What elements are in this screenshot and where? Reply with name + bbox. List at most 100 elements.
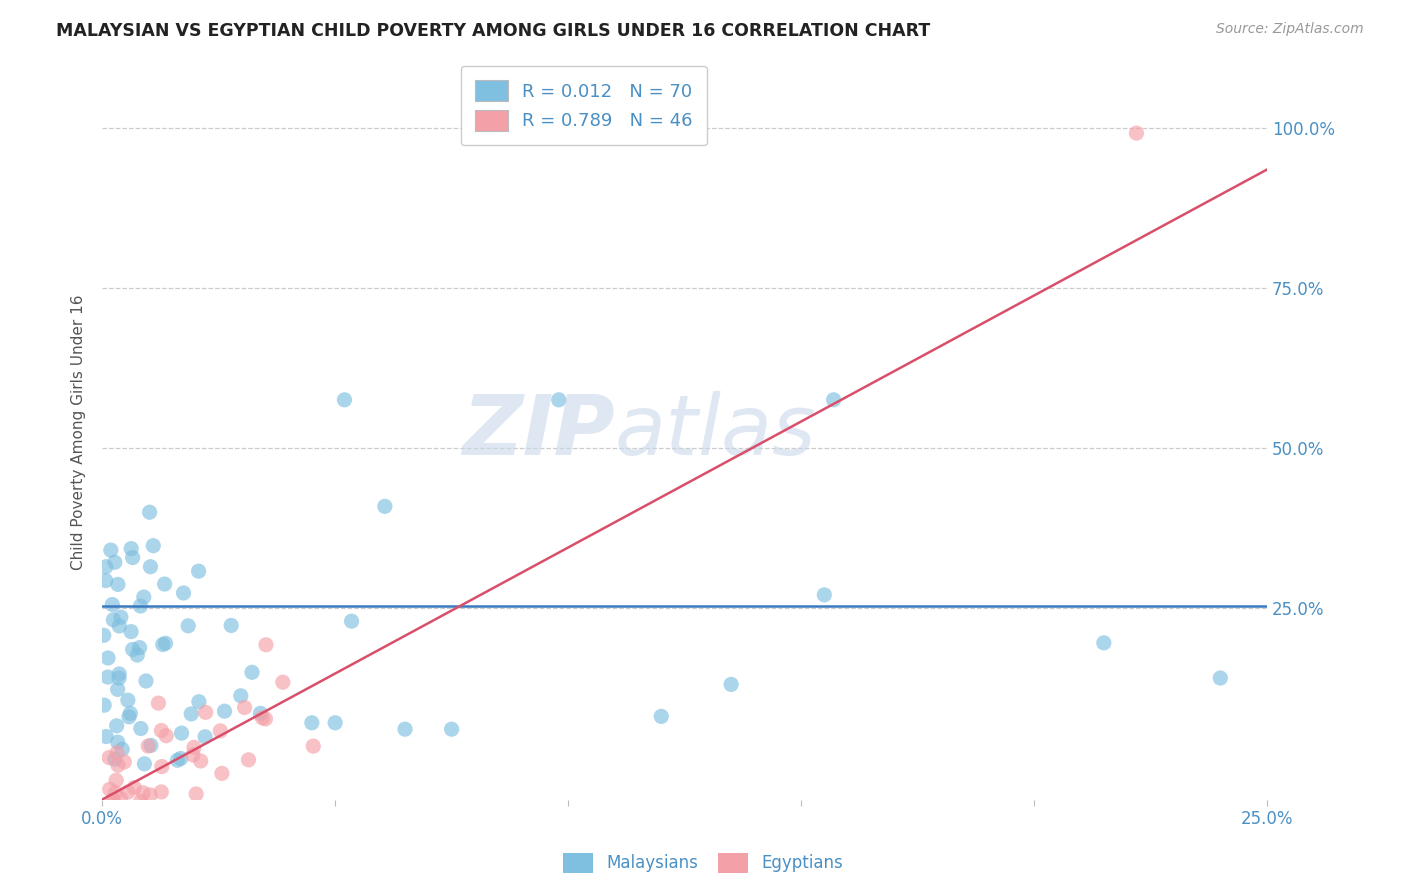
Point (108, 812, 131, 826)
Point (132, 590, 155, 604)
Point (323, 715, 346, 730)
Point (129, 794, 152, 808)
Point (150, 723, 173, 738)
Point (153, 577, 176, 591)
Point (190, 754, 212, 768)
Point (166, 753, 188, 767)
Point (720, 677, 742, 691)
Point (117, 785, 139, 799)
Point (249, 706, 271, 721)
Point (139, 788, 162, 802)
Point (173, 586, 195, 600)
Point (97, 651, 120, 665)
Point (98, 782, 121, 797)
Point (107, 758, 129, 772)
Point (118, 710, 141, 724)
Point (194, 706, 217, 720)
Point (271, 675, 294, 690)
Text: atlas: atlas (614, 392, 817, 472)
Point (104, 752, 127, 766)
Legend: R = 0.012   N = 70, R = 0.789   N = 46: R = 0.012 N = 70, R = 0.789 N = 46 (461, 66, 707, 145)
Point (214, 704, 236, 718)
Point (93, 698, 115, 713)
Point (108, 671, 131, 685)
Point (105, 773, 128, 788)
Point (139, 559, 162, 574)
Point (111, 742, 134, 756)
Point (238, 753, 260, 767)
Point (302, 739, 325, 753)
Point (110, 791, 132, 805)
Point (100, 543, 122, 558)
Point (98, 750, 121, 764)
Point (121, 642, 143, 657)
Point (134, 756, 156, 771)
Text: MALAYSIAN VS EGYPTIAN CHILD POVERTY AMONG GIRLS UNDER 16 CORRELATION CHART: MALAYSIAN VS EGYPTIAN CHILD POVERTY AMON… (56, 22, 931, 40)
Point (129, 599, 152, 613)
Point (107, 812, 129, 826)
Point (93, 628, 115, 642)
Point (183, 740, 205, 755)
Point (254, 712, 277, 726)
Point (169, 751, 191, 765)
Point (134, 801, 156, 815)
Point (142, 539, 165, 553)
Point (177, 619, 200, 633)
Point (108, 619, 131, 633)
Point (127, 648, 149, 662)
Point (120, 706, 142, 721)
Point (112, 755, 135, 769)
Point (1125, 126, 1147, 140)
Point (187, 564, 209, 578)
Point (105, 746, 128, 760)
Point (138, 505, 160, 519)
Point (120, 624, 142, 639)
Point (155, 636, 177, 650)
Point (150, 785, 173, 799)
Point (97, 670, 120, 684)
Point (105, 719, 128, 733)
Point (813, 588, 835, 602)
Point (211, 766, 233, 780)
Point (108, 812, 131, 826)
Point (107, 735, 129, 749)
Point (1092, 636, 1115, 650)
Point (136, 739, 159, 753)
Point (94, 559, 117, 574)
Point (180, 706, 202, 721)
Point (110, 610, 132, 624)
Point (108, 667, 131, 681)
Point (333, 392, 356, 407)
Point (252, 711, 274, 725)
Point (340, 614, 363, 628)
Point (128, 808, 150, 822)
Point (104, 786, 127, 800)
Point (823, 392, 845, 407)
Point (96, 730, 118, 744)
Point (374, 500, 396, 514)
Point (103, 613, 125, 627)
Point (212, 811, 235, 825)
Point (107, 577, 129, 591)
Point (240, 665, 263, 680)
Point (1209, 671, 1232, 685)
Point (117, 693, 139, 707)
Point (150, 759, 173, 773)
Point (181, 747, 204, 762)
Point (194, 730, 217, 744)
Point (122, 780, 145, 795)
Point (128, 640, 150, 655)
Point (155, 729, 177, 743)
Point (187, 695, 209, 709)
Point (135, 673, 157, 688)
Point (94, 801, 117, 815)
Point (132, 786, 155, 800)
Point (111, 812, 134, 826)
Point (104, 555, 127, 569)
Text: Source: ZipAtlas.com: Source: ZipAtlas.com (1216, 22, 1364, 37)
Point (209, 723, 232, 738)
Y-axis label: Child Poverty Among Girls Under 16: Child Poverty Among Girls Under 16 (72, 294, 86, 569)
Point (107, 682, 129, 697)
Point (547, 392, 569, 407)
Point (148, 696, 170, 710)
